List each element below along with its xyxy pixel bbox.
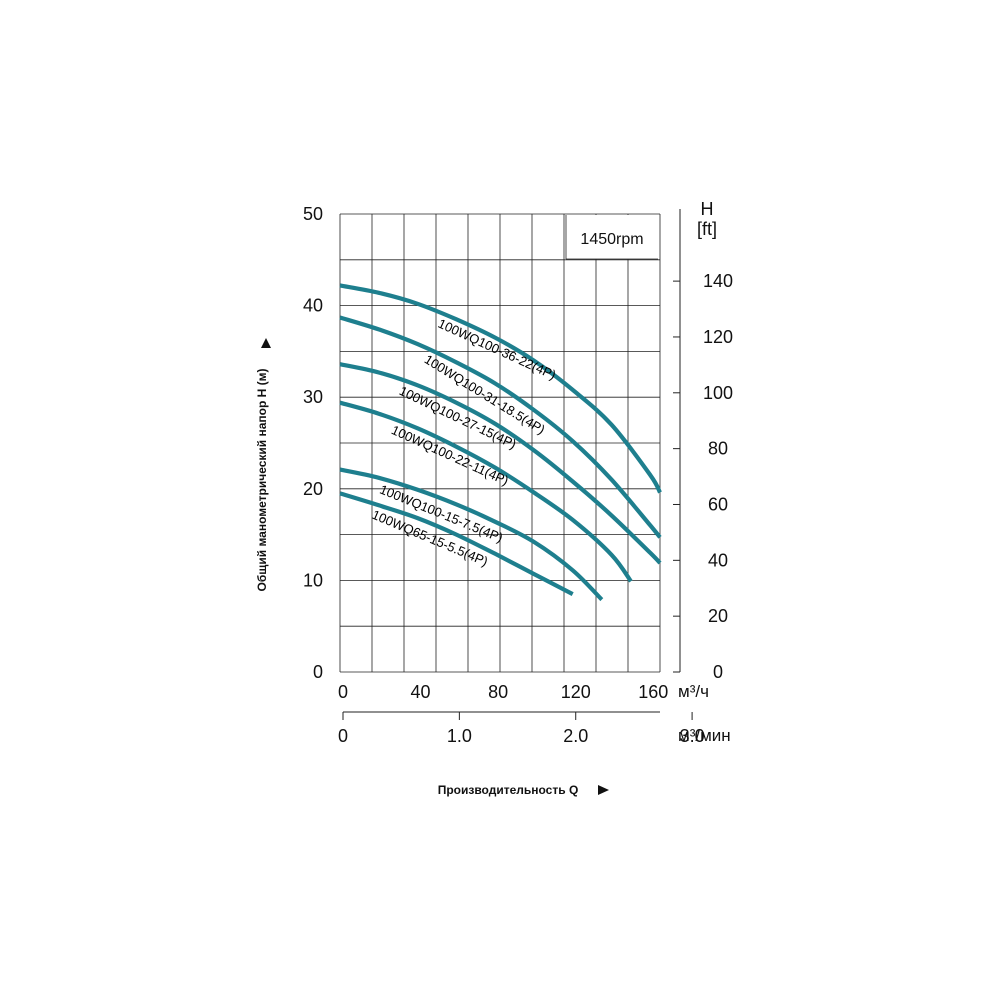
speed-box: 1450rpm [565, 215, 658, 260]
x-tick-label: 0 [338, 682, 348, 702]
y-right-tick-label: 40 [708, 550, 728, 570]
x-axis-secondary: 0 1.0 2.0 3.0 [338, 711, 705, 746]
x-tick-label: 160 [638, 682, 668, 702]
y-right-tick-label: 140 [703, 271, 733, 291]
y-tick-label: 10 [303, 570, 323, 590]
y-tick-label: 20 [303, 479, 323, 499]
speed-label: 1450rpm [580, 231, 643, 248]
y-tick-label: 50 [303, 204, 323, 224]
y-right-tick-label: 100 [703, 383, 733, 403]
x-secondary-tick-label: 1.0 [447, 726, 472, 746]
x-tick-label: 80 [488, 682, 508, 702]
y-axis-arrow-icon [261, 338, 271, 348]
y-tick-label: 0 [313, 662, 323, 682]
y-right-tick-label: 20 [708, 606, 728, 626]
y-axis-title: Общий манометрический напор H (м) [255, 368, 269, 591]
y-right-tick-label: 120 [703, 327, 733, 347]
curve-100wq100-31-18-5-4p- [339, 315, 662, 539]
y-axis-right: 0 20 40 60 80 100 120 140 [673, 209, 733, 682]
x-tick-label: 120 [561, 682, 591, 702]
y-right-label-top: H [701, 199, 714, 219]
curve-100wq65-15-5-5-4p- [339, 491, 574, 596]
grid [339, 213, 661, 673]
y-tick-label: 30 [303, 387, 323, 407]
y-right-tick-label: 80 [708, 439, 728, 459]
y-right-tick-label: 60 [708, 494, 728, 514]
curve-100wq100-36-22-4p- [339, 283, 662, 494]
y-axis-left: 0 10 20 30 40 50 [303, 204, 323, 682]
x-unit-secondary: м³/мин [678, 726, 731, 745]
y-axis-title-group: Общий манометрический напор H (м) [255, 338, 271, 592]
x-axis-primary: 0 40 80 120 160 [338, 682, 668, 702]
y-tick-label: 40 [303, 296, 323, 316]
curve-100wq100-15-7-5-4p- [339, 467, 604, 602]
curve-100wq100-22-11-4p- [339, 400, 633, 583]
x-secondary-tick-label: 0 [338, 726, 348, 746]
curve-100wq100-27-15-4p- [339, 362, 662, 565]
x-secondary-tick-label: 3.0 [680, 726, 705, 746]
curves [339, 283, 662, 602]
x-axis-title: Производительность Q [438, 783, 579, 797]
x-unit-primary: м³/ч [678, 682, 709, 701]
y-right-tick-label: 0 [713, 662, 723, 682]
x-secondary-tick-label: 2.0 [563, 726, 588, 746]
x-tick-label: 40 [411, 682, 431, 702]
y-right-label-unit: [ft] [697, 219, 717, 239]
curve-labels: 100WQ100-36-22(4P)100WQ100-31-18.5(4P)10… [370, 316, 558, 569]
x-axis-arrow-icon [598, 785, 609, 795]
